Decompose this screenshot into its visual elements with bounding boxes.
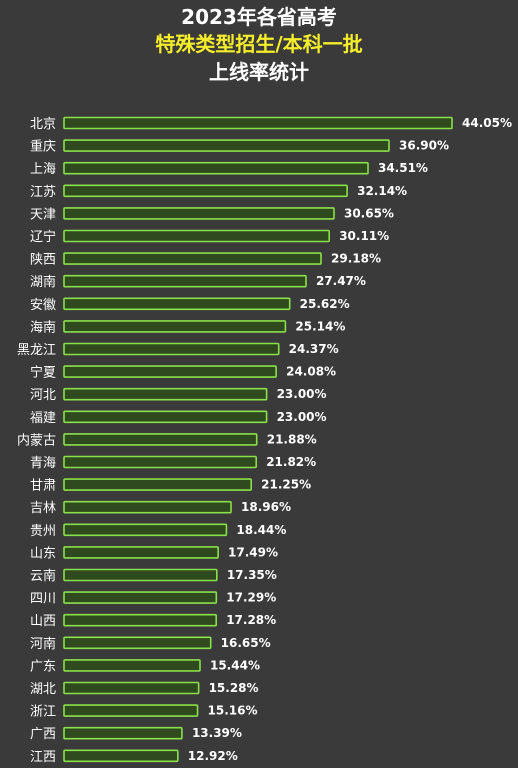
category-label: 广东 xyxy=(30,659,56,674)
category-label: 甘肃 xyxy=(30,479,56,494)
value-label: 21.82% xyxy=(266,455,316,469)
bar xyxy=(63,681,200,695)
bar xyxy=(63,636,212,650)
bar xyxy=(63,433,258,446)
bar xyxy=(63,342,280,356)
title-line-2: 特殊类型招生/本科一批 xyxy=(155,32,363,56)
value-label: 13.39% xyxy=(192,726,242,740)
value-label: 25.14% xyxy=(295,319,345,333)
category-label: 黑龙江 xyxy=(17,343,56,358)
value-label: 21.88% xyxy=(267,432,317,446)
category-label: 天津 xyxy=(30,207,56,222)
category-label: 贵州 xyxy=(30,524,56,539)
bar xyxy=(63,500,232,514)
value-label: 18.96% xyxy=(241,500,291,514)
value-label: 44.05% xyxy=(462,116,512,130)
category-label: 上海 xyxy=(30,162,56,177)
value-label: 21.25% xyxy=(261,478,311,492)
category-label: 湖南 xyxy=(30,274,56,290)
category-label: 北京 xyxy=(30,117,56,132)
category-label: 河南 xyxy=(30,636,56,652)
chart-title: 2023年各省高考 特殊类型招生/本科一批 上线率统计 xyxy=(0,4,518,86)
bar xyxy=(63,455,257,469)
category-label: 江西 xyxy=(30,750,56,765)
bar xyxy=(63,139,390,152)
category-label: 江苏 xyxy=(30,184,56,200)
category-label: 青海 xyxy=(30,456,56,471)
value-label: 17.28% xyxy=(226,613,276,627)
value-label: 18.44% xyxy=(236,523,286,537)
bar xyxy=(63,320,287,333)
bar xyxy=(63,749,179,763)
value-label: 24.08% xyxy=(286,365,336,379)
bar xyxy=(63,274,307,288)
category-label: 浙江 xyxy=(30,705,56,720)
value-label: 30.65% xyxy=(344,206,394,220)
value-label: 17.49% xyxy=(228,545,278,559)
bar xyxy=(63,387,268,401)
bar xyxy=(63,229,331,243)
value-label: 23.00% xyxy=(277,410,327,424)
value-label: 23.00% xyxy=(277,387,327,401)
value-label: 24.37% xyxy=(289,342,339,356)
value-label: 34.51% xyxy=(378,161,428,175)
value-label: 27.47% xyxy=(316,274,366,288)
value-label: 15.44% xyxy=(210,658,260,672)
bar xyxy=(63,365,277,378)
bar xyxy=(63,613,217,627)
bar xyxy=(63,704,199,717)
bar xyxy=(63,297,291,311)
category-label: 广西 xyxy=(30,727,56,742)
category-label: 陕西 xyxy=(30,253,56,268)
value-label: 16.65% xyxy=(221,636,271,650)
bar xyxy=(63,116,453,130)
value-label: 12.92% xyxy=(188,749,238,763)
category-label: 海南 xyxy=(30,319,56,335)
category-label: 安徽 xyxy=(30,298,56,313)
bar xyxy=(63,659,201,672)
category-label: 山东 xyxy=(30,546,56,561)
category-label: 河北 xyxy=(30,388,56,403)
category-label: 辽宁 xyxy=(30,229,56,245)
bar xyxy=(63,252,322,265)
bar xyxy=(63,726,183,740)
category-label: 云南 xyxy=(30,568,56,584)
bar xyxy=(63,523,228,537)
bar xyxy=(63,591,218,604)
category-label: 福建 xyxy=(30,411,56,426)
value-label: 17.29% xyxy=(226,591,276,605)
value-label: 32.14% xyxy=(357,184,407,198)
value-label: 17.35% xyxy=(227,568,277,582)
category-label: 吉林 xyxy=(30,501,56,516)
value-label: 30.11% xyxy=(339,229,389,243)
category-label: 山西 xyxy=(30,614,56,629)
value-label: 25.62% xyxy=(300,297,350,311)
bar xyxy=(63,478,252,491)
category-label: 四川 xyxy=(30,592,56,607)
category-label: 重庆 xyxy=(30,139,56,155)
category-label: 湖北 xyxy=(30,682,56,697)
category-label: 宁夏 xyxy=(30,365,56,381)
bar xyxy=(63,184,348,198)
category-label: 内蒙古 xyxy=(17,432,56,448)
value-label: 15.28% xyxy=(209,681,259,695)
value-label: 15.16% xyxy=(208,704,258,718)
title-line-1: 2023年各省高考 xyxy=(181,5,337,29)
value-label: 36.90% xyxy=(399,139,449,153)
bar xyxy=(63,207,335,220)
bar xyxy=(63,568,218,582)
value-label: 29.18% xyxy=(331,252,381,266)
bar xyxy=(63,161,369,175)
title-line-3: 上线率统计 xyxy=(209,60,309,84)
bar xyxy=(63,546,219,559)
bar xyxy=(63,410,268,424)
